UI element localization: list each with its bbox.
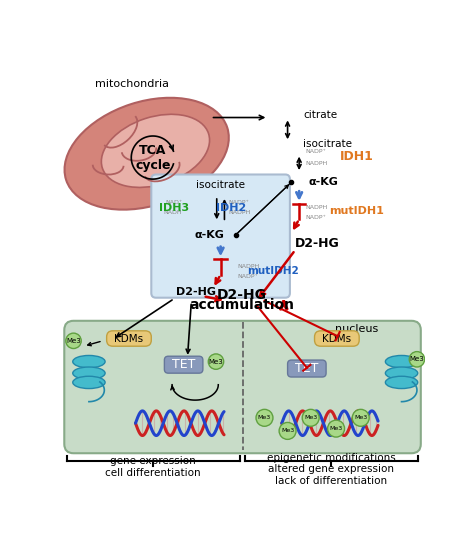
Text: NADPH: NADPH [237, 264, 260, 269]
Ellipse shape [64, 98, 229, 210]
Text: NADPH: NADPH [228, 211, 251, 216]
Text: IDH3: IDH3 [159, 204, 190, 213]
FancyBboxPatch shape [151, 174, 290, 298]
Text: Me3: Me3 [258, 415, 271, 420]
Text: TET: TET [172, 358, 195, 371]
Text: D2-HG: D2-HG [295, 237, 340, 250]
Text: α-KG: α-KG [309, 177, 338, 187]
Ellipse shape [385, 367, 418, 380]
Text: NADPH: NADPH [305, 205, 328, 210]
Text: NADP⁺: NADP⁺ [305, 149, 326, 154]
Ellipse shape [385, 356, 418, 368]
Text: NAD⁺: NAD⁺ [165, 200, 182, 205]
Text: NADP⁺: NADP⁺ [228, 200, 249, 205]
Circle shape [66, 333, 81, 349]
Circle shape [409, 352, 425, 367]
Text: TET: TET [295, 362, 319, 375]
Ellipse shape [73, 376, 105, 389]
Text: D2-HG: D2-HG [176, 287, 216, 296]
Text: accumulation: accumulation [189, 299, 294, 312]
Circle shape [208, 354, 224, 369]
Text: IDH2: IDH2 [216, 204, 246, 213]
Text: nucleus: nucleus [335, 324, 379, 334]
Text: TCA
cycle: TCA cycle [135, 143, 171, 172]
Text: Me3: Me3 [304, 415, 317, 420]
Ellipse shape [101, 115, 210, 187]
FancyBboxPatch shape [64, 321, 421, 453]
Circle shape [328, 420, 345, 437]
Circle shape [256, 409, 273, 426]
Text: NADP⁺: NADP⁺ [305, 215, 326, 220]
Text: IDH1: IDH1 [340, 149, 374, 162]
Text: KDMs: KDMs [114, 333, 144, 344]
FancyBboxPatch shape [288, 360, 326, 377]
Text: NADH: NADH [164, 211, 182, 216]
Text: Me3: Me3 [354, 415, 367, 420]
Text: mitochondria: mitochondria [95, 79, 169, 89]
Text: mutIDH1: mutIDH1 [329, 206, 384, 217]
Ellipse shape [73, 367, 105, 380]
FancyBboxPatch shape [315, 331, 359, 346]
Text: NADPH: NADPH [305, 161, 328, 166]
FancyBboxPatch shape [107, 331, 151, 346]
Text: D2-HG: D2-HG [217, 288, 266, 301]
Ellipse shape [73, 356, 105, 368]
Text: isocitrate: isocitrate [196, 180, 245, 190]
Text: α-KG: α-KG [194, 230, 224, 239]
Text: gene expression
cell differentiation: gene expression cell differentiation [105, 456, 201, 478]
Text: Me3: Me3 [281, 428, 294, 433]
Text: mutIDH2: mutIDH2 [247, 266, 299, 276]
Text: Me3: Me3 [66, 338, 81, 344]
Text: Me3: Me3 [329, 426, 343, 431]
Text: NADP⁺: NADP⁺ [237, 274, 258, 280]
Text: KDMs: KDMs [322, 333, 351, 344]
Text: epigenetic modifications
altered gene expression
lack of differentiation: epigenetic modifications altered gene ex… [267, 453, 396, 486]
Ellipse shape [385, 376, 418, 389]
Circle shape [302, 409, 319, 426]
Circle shape [352, 409, 369, 426]
FancyBboxPatch shape [164, 356, 203, 373]
Text: isocitrate: isocitrate [303, 138, 352, 149]
Text: citrate: citrate [303, 110, 337, 120]
Circle shape [279, 422, 296, 439]
Text: Me3: Me3 [410, 356, 424, 362]
Text: Me3: Me3 [209, 358, 223, 364]
